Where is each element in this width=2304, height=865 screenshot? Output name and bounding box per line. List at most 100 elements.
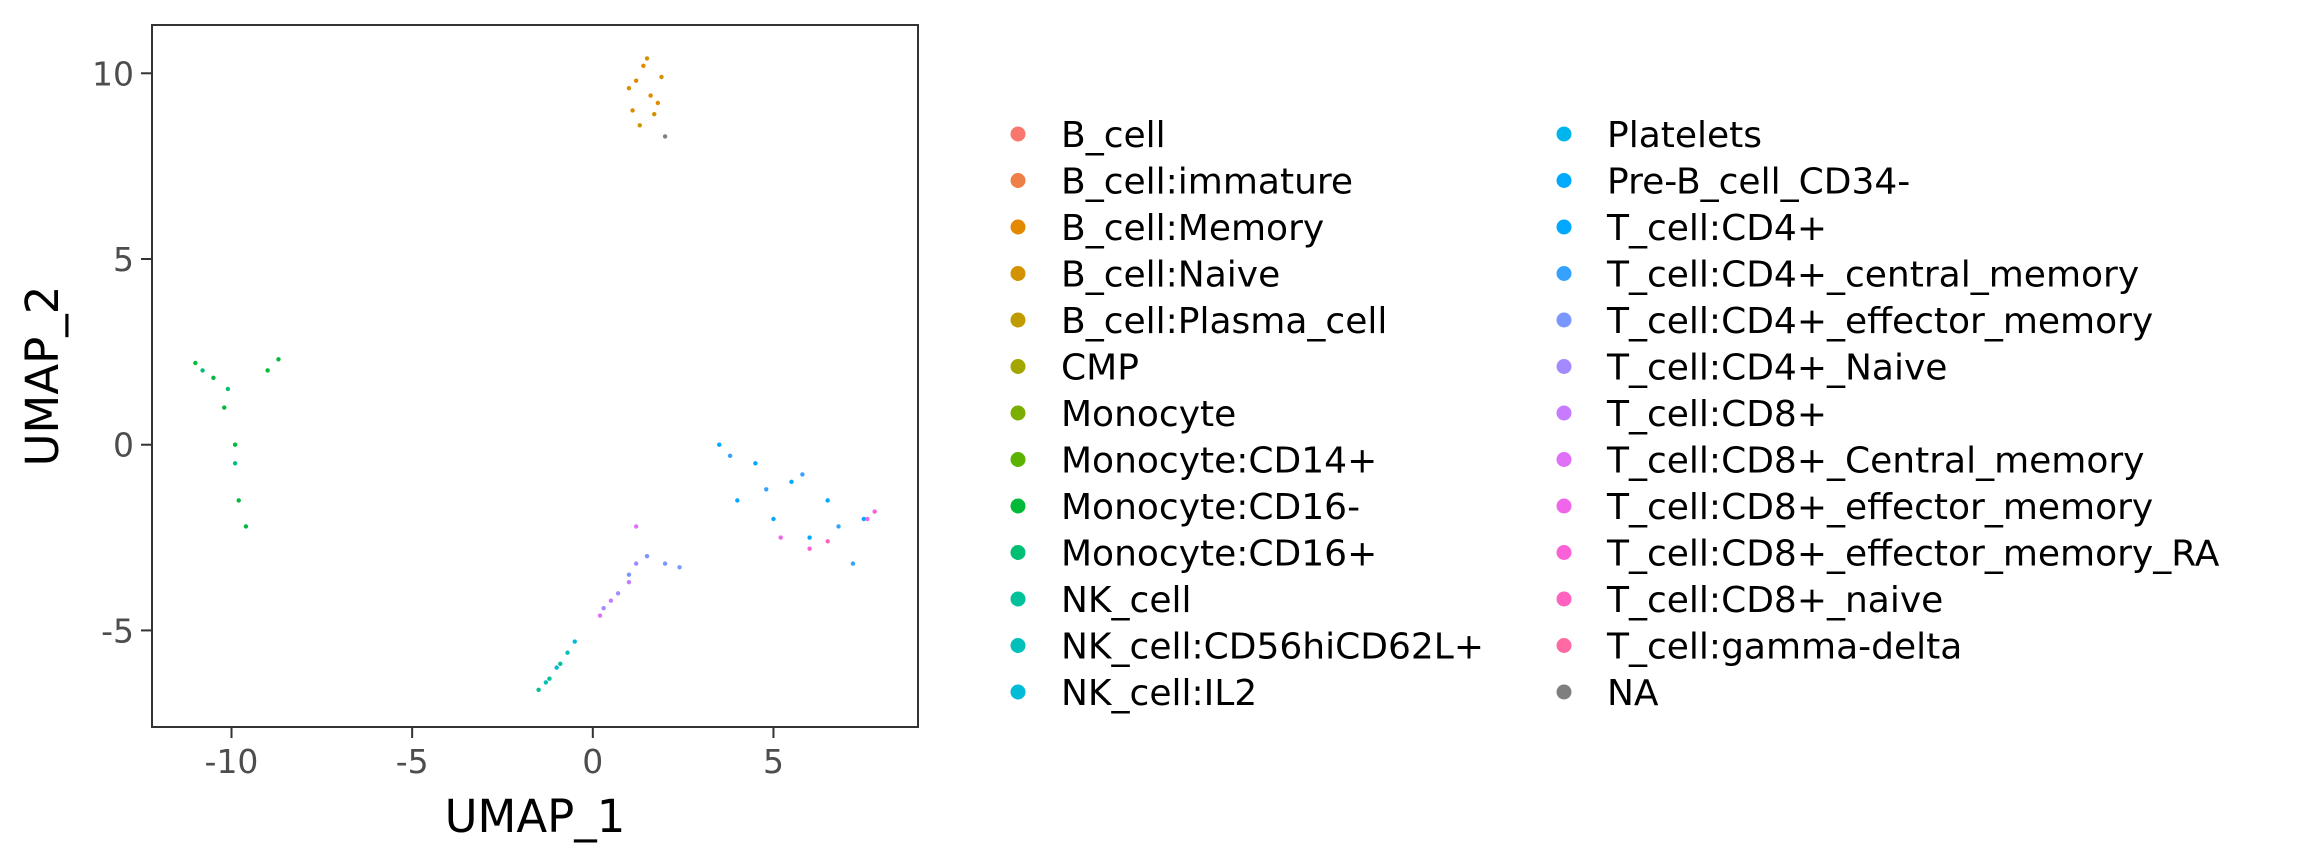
legend: B_cell B_cell:immature B_cell:Memory B_cell…	[1010, 115, 2220, 714]
points-layer	[193, 56, 877, 693]
legend-label: B_cell:Memory	[1061, 208, 1324, 249]
legend-key	[1010, 545, 1026, 560]
point-t-cell-cd4-effector-memory	[644, 553, 650, 559]
point-t-cell-cd8-central-memory	[633, 524, 639, 529]
point-b-cell-naive	[644, 56, 650, 61]
legend-key	[1556, 405, 1572, 421]
point-monocyte-cd16-	[193, 360, 198, 366]
point-monocyte-cd16-	[222, 405, 227, 410]
y-tick-label: -5	[101, 611, 134, 650]
point-t-cell-cd4-central-memory	[850, 561, 856, 566]
legend-key	[1556, 545, 1572, 560]
point-nk-cell	[547, 676, 552, 681]
legend-label: NK_cell:CD56hiCD62L+	[1061, 627, 1484, 668]
legend-label: CMP	[1061, 348, 1139, 389]
point-b-cell-memory	[633, 78, 639, 83]
point-b-cell-memory	[641, 63, 646, 69]
legend-label: B_cell:immature	[1061, 162, 1353, 203]
point-monocyte-cd16-	[225, 386, 231, 392]
y-axis-ticks: -5 0 5 10	[92, 54, 152, 650]
legend-key	[1556, 266, 1572, 281]
point-t-cell-cd4-central-memory	[800, 472, 805, 477]
point-t-cell-cd4-	[753, 461, 758, 466]
y-tick-label: 5	[113, 240, 134, 279]
x-tick-label: 0	[582, 742, 603, 781]
point-monocyte-cd16-	[232, 461, 238, 466]
legend-key	[1556, 312, 1572, 328]
point-monocyte-cd16-	[232, 442, 238, 447]
legend-label: T_cell:CD8+_naive	[1606, 580, 1943, 621]
legend-label: T_cell:CD8+_effector_memory_RA	[1606, 534, 2220, 575]
legend-key	[1010, 452, 1026, 467]
point-t-cell-cd8-effector-memory-ra	[872, 509, 877, 514]
legend-key	[1010, 359, 1026, 374]
point-t-cell-cd4-effector-memory	[662, 561, 668, 566]
legend-label: B_cell:Plasma_cell	[1061, 301, 1387, 342]
legend-key	[1010, 405, 1026, 421]
point-b-cell-naive	[626, 85, 632, 91]
legend-label: Platelets	[1607, 115, 1762, 156]
point-b-cell-memory	[630, 108, 635, 113]
legend-key	[1010, 498, 1026, 514]
legend-label: B_cell:Naive	[1061, 255, 1280, 296]
point-nk-cell	[558, 661, 563, 667]
point-monocyte-cd16-	[200, 368, 205, 373]
x-tick-label: -5	[396, 742, 429, 781]
legend-key	[1556, 359, 1572, 374]
legend-label: NK_cell	[1061, 580, 1191, 621]
panel-background	[152, 25, 918, 727]
legend-label: Monocyte	[1061, 394, 1236, 435]
legend-label: T_cell:CD8+	[1606, 394, 1827, 435]
x-tick-label: 5	[763, 742, 784, 781]
point-t-cell-cd4-	[735, 498, 740, 503]
legend-key	[1556, 452, 1572, 467]
point-t-cell-cd4-	[717, 442, 722, 447]
point-b-cell-naive	[659, 74, 664, 80]
legend-key	[1010, 173, 1026, 188]
x-axis-ticks: -10 -5 0 5	[205, 727, 784, 781]
legend-label: Monocyte:CD16+	[1061, 534, 1377, 575]
point-t-cell-cd8-naive	[825, 539, 830, 544]
point-t-cell-cd4-central-memory	[836, 524, 841, 529]
legend-key	[1556, 498, 1572, 514]
legend-key	[1010, 312, 1026, 328]
point-monocyte-cd16-	[243, 524, 249, 529]
legend-label: Monocyte:CD16-	[1061, 487, 1360, 528]
point-t-cell-cd8-effector-memory-ra	[807, 546, 812, 551]
legend-label: Pre-B_cell_CD34-	[1607, 162, 1910, 203]
legend-key	[1010, 684, 1026, 700]
legend-key	[1010, 591, 1026, 607]
legend-label: T_cell:CD4+_Naive	[1606, 348, 1947, 389]
point-monocyte-cd16-	[276, 357, 281, 362]
legend-key	[1010, 126, 1026, 142]
legend-key	[1556, 638, 1572, 653]
point-monocyte-cd16-	[211, 375, 216, 381]
legend-key	[1010, 638, 1026, 653]
legend-label: T_cell:CD4+_effector_memory	[1606, 301, 2153, 342]
point-t-cell-cd4-central-memory	[764, 487, 769, 492]
point-t-cell-cd4-	[861, 516, 867, 522]
legend-key	[1556, 591, 1572, 607]
point-nk-cell	[536, 687, 541, 693]
point-t-cell-cd8-effector-memory	[778, 535, 783, 540]
point-nk-cell-cd56hicd62l-	[565, 650, 570, 655]
point-t-cell-cd4-naive	[615, 591, 621, 596]
point-t-cell-cd8-	[626, 579, 632, 585]
legend-label: T_cell:CD4+_central_memory	[1606, 255, 2139, 296]
legend-label: T_cell:CD4+	[1606, 208, 1827, 249]
point-t-cell-cd4-	[807, 535, 812, 540]
panel-border	[151, 24, 919, 728]
legend-label: B_cell	[1061, 115, 1166, 156]
point-nk-cell-il2	[572, 639, 577, 644]
y-tick-label: 0	[113, 426, 134, 465]
point-t-cell-cd4-naive	[601, 605, 606, 611]
point-t-cell-cd8-	[608, 598, 614, 603]
point-t-cell-cd8-central-memory	[597, 613, 603, 618]
legend-label: T_cell:gamma-delta	[1606, 627, 1962, 668]
y-tick-label: 10	[92, 54, 134, 93]
legend-label: T_cell:CD8+_effector_memory	[1606, 487, 2153, 528]
point-b-cell-memory	[648, 93, 653, 98]
point-monocyte-cd16-	[265, 368, 270, 373]
legend-key	[1010, 266, 1026, 281]
point-t-cell-cd4-naive	[633, 561, 639, 566]
